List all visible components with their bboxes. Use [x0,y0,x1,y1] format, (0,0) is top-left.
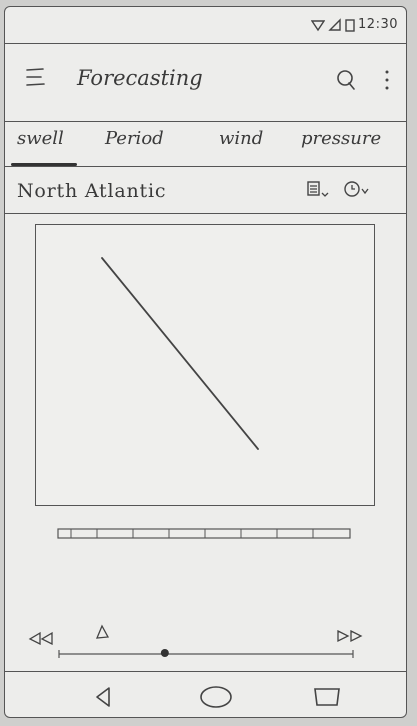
recents-icon[interactable] [313,687,341,707]
phone-frame: 12:30 Forecasting swell Period wind pres… [4,6,407,718]
region-header: North Atlantic [5,177,406,213]
page-title: Forecasting [77,66,203,90]
playback-controls [5,619,406,671]
system-nav-bar [5,671,406,720]
map-view[interactable] [35,224,375,506]
timeline-bar[interactable] [57,528,351,539]
back-icon[interactable] [93,686,113,708]
status-bar: 12:30 [5,7,406,44]
more-vert-icon[interactable] [383,68,391,92]
playback-slider[interactable] [55,647,355,659]
search-icon[interactable] [335,68,357,92]
battery-icon [345,18,355,32]
time-dropdown-icon[interactable] [343,180,373,200]
signal-icon [328,17,341,31]
menu-icon[interactable] [25,66,47,88]
home-icon[interactable] [199,685,233,709]
tab-wind[interactable]: wind [219,128,264,149]
map-section [5,213,406,514]
status-icons: 12:30 [311,17,398,32]
tab-bar: swell Period wind pressure [5,121,406,167]
tab-pressure[interactable]: pressure [301,128,382,149]
tab-period[interactable]: Period [105,128,164,149]
tab-indicator [11,163,77,166]
status-time: 12:30 [358,17,398,32]
tab-swell[interactable]: swell [17,128,64,149]
fast-forward-icon[interactable] [335,629,367,643]
play-icon[interactable] [95,624,111,640]
wifi-icon [311,19,326,31]
region-label: North Atlantic [17,180,167,202]
playback-slider-thumb[interactable] [160,649,169,657]
rewind-icon[interactable] [27,631,57,645]
layers-dropdown-icon[interactable] [307,180,333,200]
forecast-trend-line [101,257,259,450]
app-bar: Forecasting [5,44,406,120]
